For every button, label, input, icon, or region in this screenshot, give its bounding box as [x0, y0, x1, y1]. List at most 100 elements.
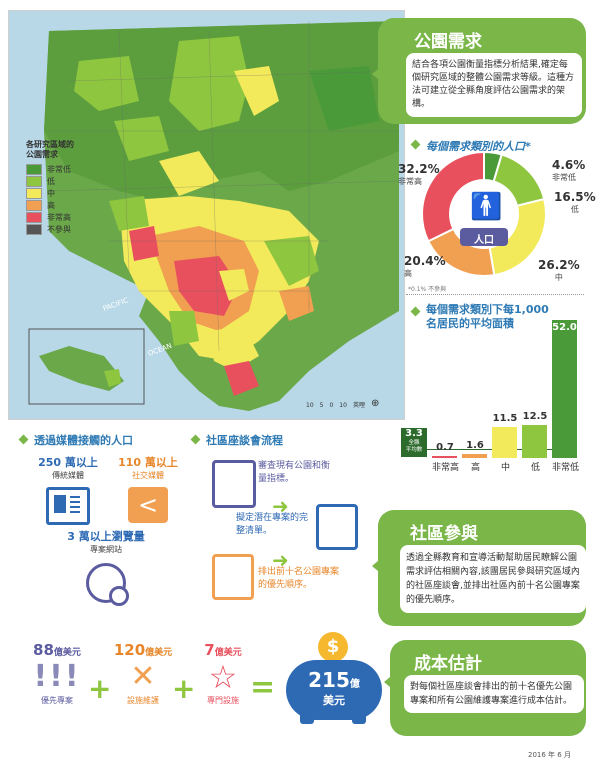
slice-label: 32.2% 非常高	[398, 162, 440, 187]
donut-slice	[421, 150, 485, 243]
maintenance-unit: 億美元	[145, 648, 173, 658]
traditional-media: 250 萬以上 傳統媒體	[28, 454, 108, 525]
slice-name: 非常高	[398, 177, 422, 186]
arrow-icon: ➜	[272, 494, 289, 518]
legend-item: 低	[26, 175, 112, 187]
category-label: 高	[470, 463, 480, 473]
bar-value-label: 52.0	[552, 322, 577, 333]
diamond-icon	[190, 434, 201, 445]
donut-center-label: 人口	[474, 235, 494, 246]
legend-swatch	[26, 163, 42, 175]
publish-date: 2016 年 6 月	[528, 751, 571, 759]
ocean-label-1: PACIFIC	[102, 296, 130, 313]
category-label: 非常低	[551, 463, 579, 473]
legend-label: 非常低	[47, 164, 71, 174]
engagement-panel: 社區參與 透過全縣教育和宣導活動幫助居民瞭解公園需求評估相關內容,該團居民參與研…	[378, 510, 586, 626]
total-unit: 億	[349, 679, 360, 690]
legend-swatch	[26, 211, 42, 223]
population-title: 每個需求類別的人口*	[426, 140, 531, 153]
legend-label: 中	[47, 188, 55, 198]
park-needs-panel: 公園需求 結合各項公園衡量指標分析結果,確定每個研究區域的整體公園需求等級。這種…	[378, 18, 586, 124]
coin-icon: $	[318, 632, 348, 662]
tools-icon: ✕	[130, 659, 156, 694]
bar	[552, 320, 577, 458]
bar	[462, 453, 487, 458]
cost-title: 成本估計	[414, 654, 482, 674]
overall-average-badge: 3.3 全縣 平均數	[401, 428, 427, 457]
bar-value-label: 12.5	[522, 410, 548, 422]
cost-panel: 成本估計 對每個社區座談會排出的前十名優先公園專案和所有公園維護專案進行成本估計…	[390, 640, 586, 736]
population-footnote: *0.1% 不參與	[408, 286, 447, 293]
scale-number: 10	[306, 402, 314, 409]
legend-swatch	[26, 175, 42, 187]
bar-value-label: 1.6	[466, 439, 484, 451]
social-label: 社交媒體	[132, 471, 164, 480]
diamond-icon	[18, 434, 29, 445]
divider	[406, 294, 584, 295]
panel-pointer	[384, 672, 396, 692]
bar-chart-area: 0.7 非常高 1.6 高 11.5 中 12.5 低 52.0 非常低	[400, 298, 582, 473]
legend-item: 高	[26, 199, 112, 211]
maintenance-cost: 120億美元 ✕ 設施維護	[108, 640, 178, 706]
legend-title: 各研究區域的 公園需求	[26, 140, 74, 159]
process-title: 社區座談會流程	[206, 434, 283, 447]
star-icon: ☆	[208, 658, 238, 696]
traditional-value: 250 萬以上	[38, 456, 98, 469]
priority-label: 優先專案	[41, 696, 73, 705]
map-graphic: PACIFIC OCEAN	[28, 21, 400, 411]
process-step-2: 擬定潛在專案的完整清單。	[236, 513, 309, 536]
scale-number: 10	[339, 402, 347, 409]
panel-pointer	[372, 64, 384, 84]
category-label: 低	[530, 463, 540, 473]
bar	[492, 427, 517, 458]
engagement-body: 透過全縣教育和宣導活動幫助居民瞭解公園需求評估相關內容,該團居民參與研究區域內的…	[400, 545, 586, 613]
bar-value-label: 0.7	[436, 442, 454, 453]
category-label: 中	[500, 463, 510, 473]
priority-cost: 88億美元 !!! 優先專案	[22, 640, 92, 706]
engagement-title: 社區參與	[410, 524, 478, 544]
slice-pct: 20.4%	[404, 254, 446, 268]
specialized-cost: 7億美元 ☆ 專門設施	[188, 640, 258, 706]
specialized-unit: 億美元	[214, 648, 242, 658]
process-step-1: 審查現有公園和衡量指標。	[258, 461, 331, 484]
cost-body: 對每個社區座談會排出的前十名優先公園專案和所有公園維護專案進行成本估計。	[404, 675, 584, 713]
slice-name: 低	[570, 205, 579, 214]
list-icon	[316, 504, 358, 550]
people-icon: 🚹	[470, 192, 503, 222]
outreach-title: 透過媒體接觸的人口	[34, 434, 133, 447]
slice-name: 中	[554, 273, 563, 282]
plus-sign: +	[88, 672, 112, 705]
population-donut	[421, 150, 547, 277]
legend-swatch	[26, 199, 42, 211]
globe-search-icon	[86, 563, 129, 606]
equals-sign: =	[250, 670, 276, 705]
slice-label: 4.6% 非常低	[552, 158, 585, 183]
maintenance-label: 設施維護	[127, 696, 159, 705]
slice-name: 高	[404, 269, 412, 278]
web-label: 專案網站	[90, 545, 122, 554]
maintenance-value: 120	[113, 641, 146, 659]
map-legend: 各研究區域的 公園需求 非常低低中高非常高 不參與	[26, 140, 112, 235]
review-icon	[212, 460, 256, 508]
legend-swatch	[26, 187, 42, 199]
scale-bar: 10 5 0 10 英哩 ⊕	[306, 398, 379, 409]
total-currency: 美元	[323, 694, 345, 707]
bar	[522, 424, 547, 458]
web-value: 3 萬以上瀏覽量	[67, 530, 145, 543]
scale-number: 5	[319, 402, 324, 409]
legend-label: 高	[47, 200, 55, 210]
park-need-map: PACIFIC OCEAN	[8, 10, 405, 420]
slice-pct: 16.5%	[554, 190, 596, 204]
priority-unit: 億美元	[53, 648, 81, 658]
legend-item: 非常高	[26, 211, 112, 223]
slice-label: 16.5% 低	[554, 190, 596, 215]
acreage-title: 每個需求類別下每1,000 名居民的平均面積	[426, 303, 549, 330]
park-needs-body: 結合各項公園衡量指標分析結果,確定每個研究區域的整體公園需求等級。這種方法可建立…	[406, 53, 582, 117]
bar	[432, 456, 457, 458]
plus-sign: +	[172, 672, 196, 705]
traditional-label: 傳統媒體	[52, 471, 84, 480]
priority-value: 88	[33, 641, 54, 659]
legend-label: 低	[47, 176, 55, 186]
slice-pct: 32.2%	[398, 162, 440, 176]
park-needs-title: 公園需求	[414, 32, 482, 52]
